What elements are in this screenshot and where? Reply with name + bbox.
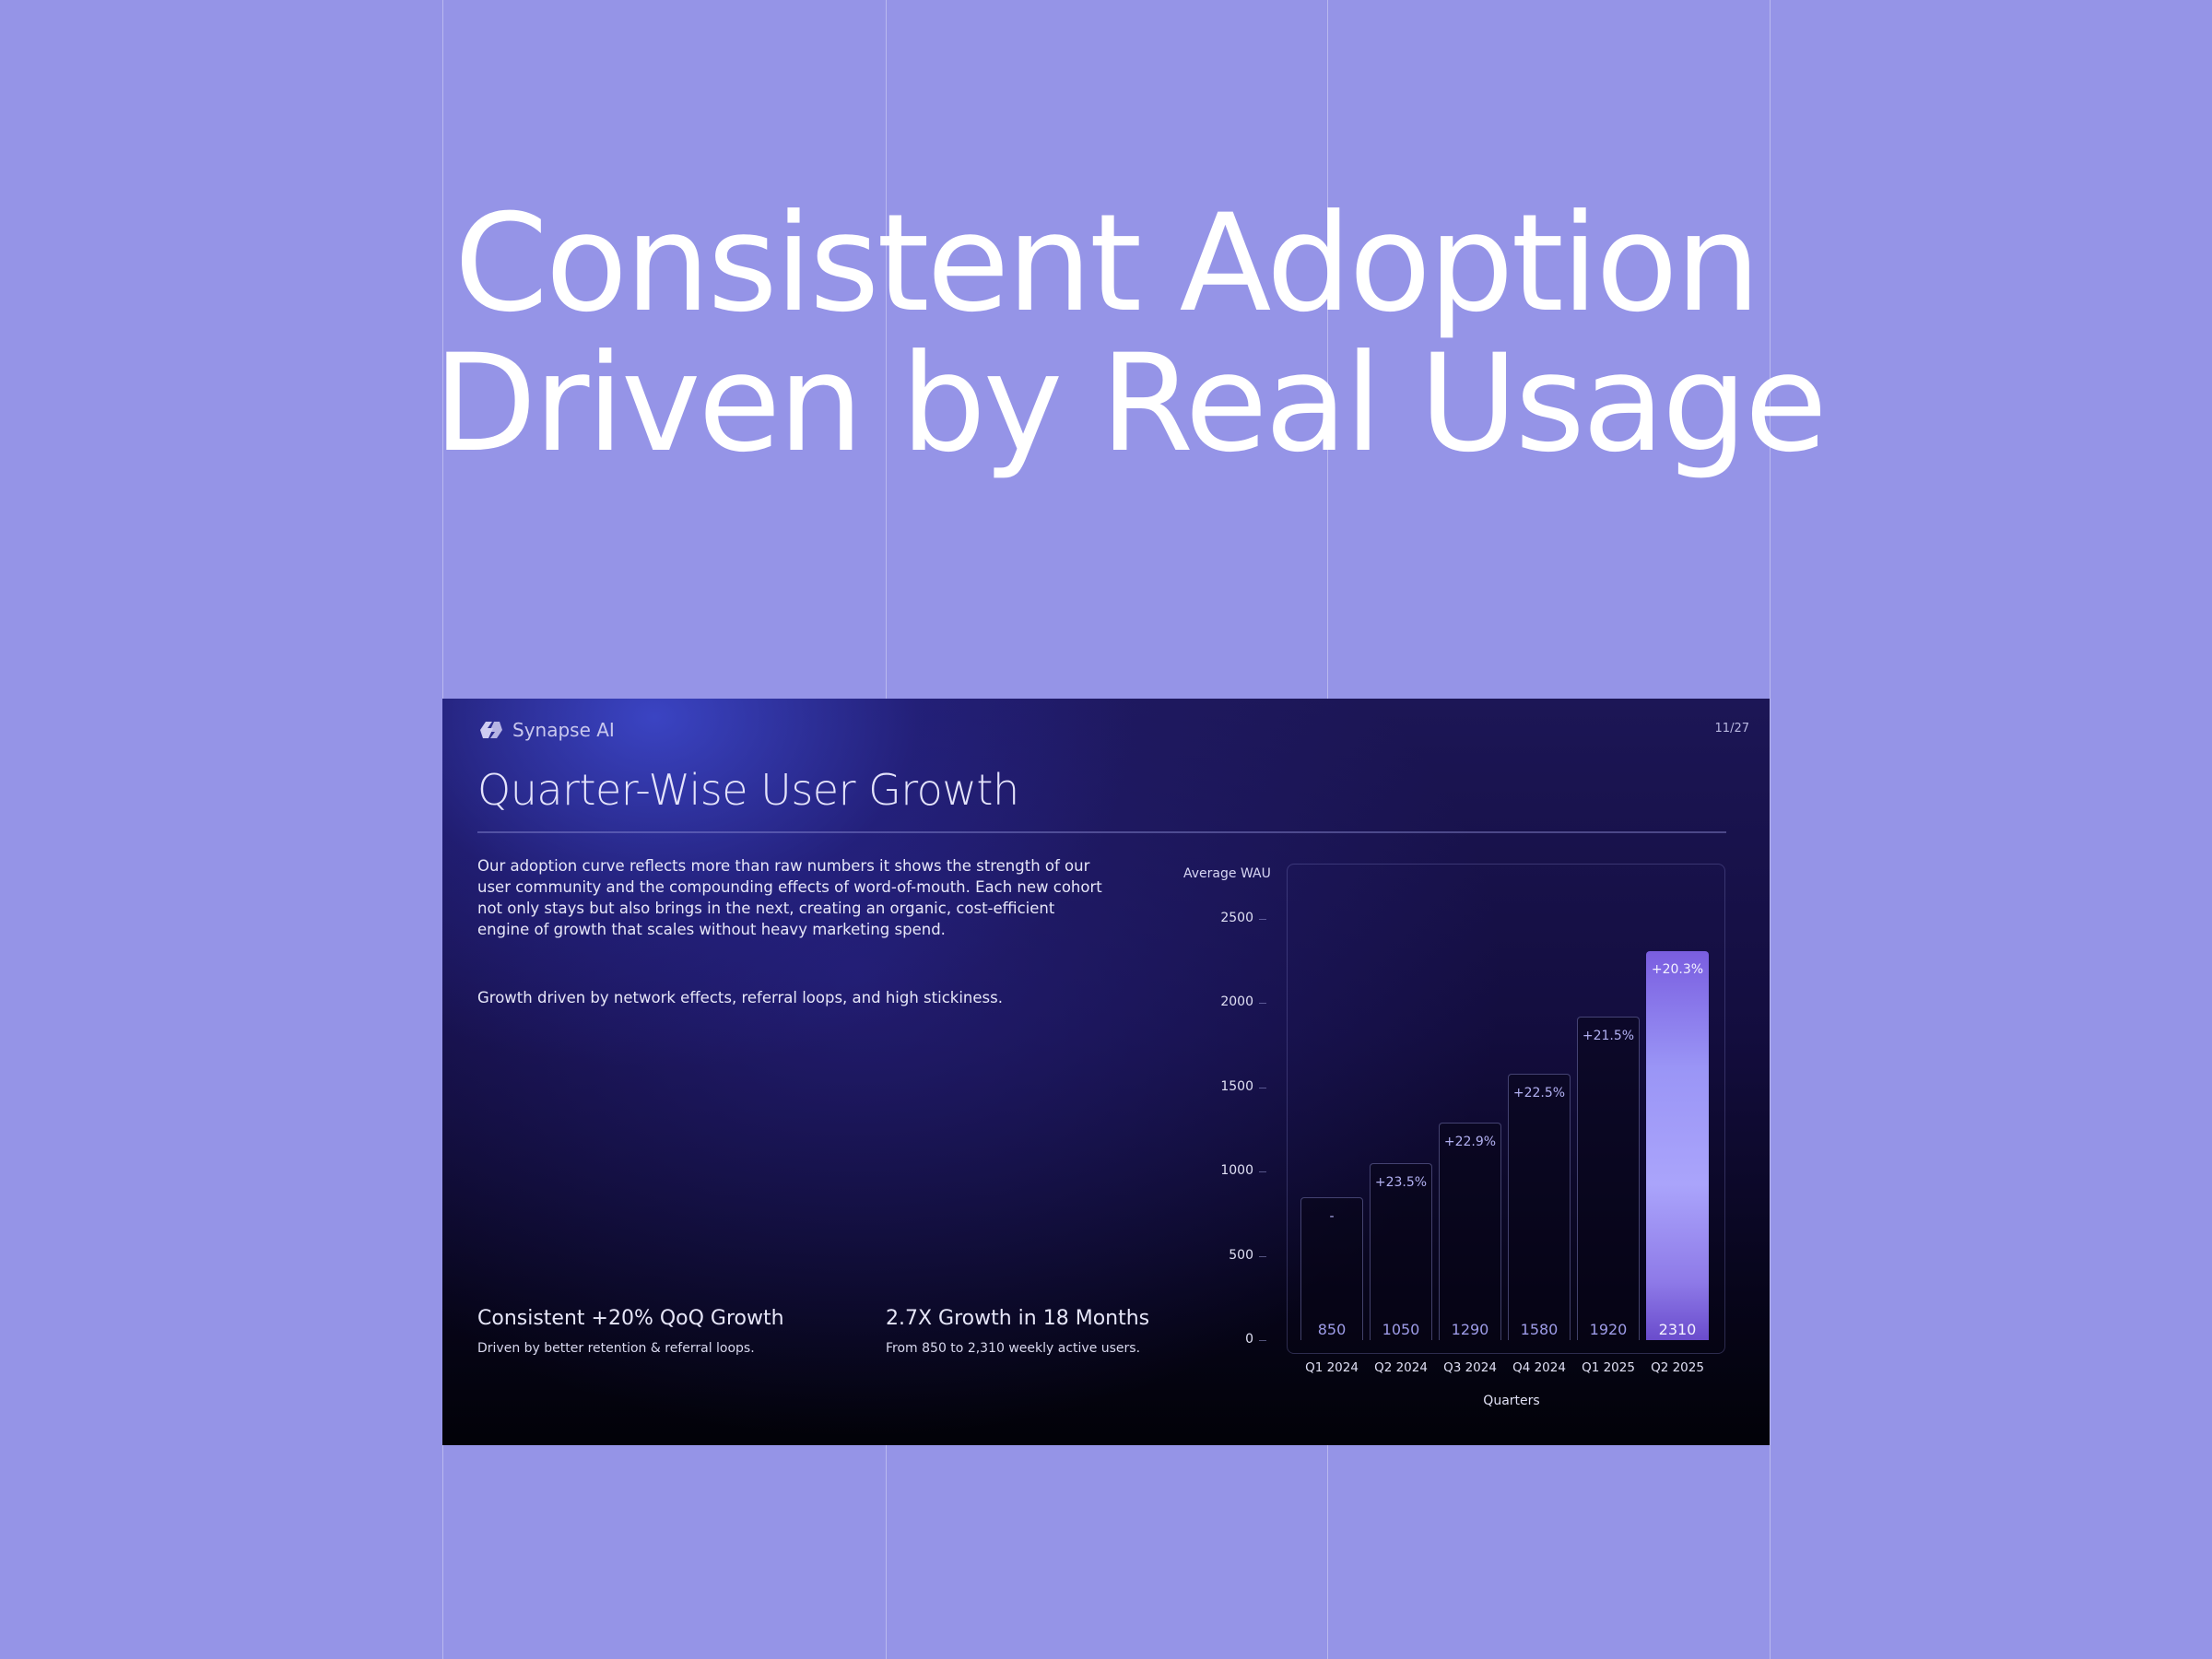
plot-area (1287, 864, 1725, 1354)
synapse-logo-icon (480, 722, 502, 738)
y-tick-mark (1259, 1255, 1266, 1257)
body-paragraph-2: Growth driven by network effects, referr… (477, 989, 1003, 1006)
stat-title: 2.7X Growth in 18 Months (886, 1307, 1150, 1330)
value-label: 1580 (1520, 1320, 1559, 1338)
growth-label: - (1329, 1208, 1335, 1224)
growth-label: +22.9% (1443, 1135, 1497, 1150)
x-tick-label: Q4 2024 (1512, 1360, 1566, 1375)
x-tick-label: Q1 2025 (1582, 1360, 1635, 1375)
hero-line-2: Driven by Real Usage (433, 325, 1828, 482)
growth-label: +23.5% (1374, 1175, 1428, 1191)
stat-growth: 2.7X Growth in 18 Months From 850 to 2,3… (886, 1307, 1149, 1356)
title-divider (477, 831, 1726, 833)
hero-heading: Consistent Adoption Driven by Real Usage (433, 185, 1828, 482)
y-tick-label: 2000 (1220, 994, 1253, 1010)
brand-logo: Synapse AI (477, 719, 615, 741)
slide-title: Quarter-Wise User Growth (477, 765, 1019, 815)
bar-q1-2024: - 850 (1300, 1196, 1363, 1340)
stat-subtitle: Driven by better retention & referral lo… (477, 1341, 755, 1356)
growth-label: +20.3% (1651, 961, 1704, 977)
x-tick-label: Q3 2024 (1443, 1360, 1497, 1375)
bar-q2-2025: +20.3% 2310 (1646, 950, 1709, 1340)
y-tick-label: 1000 (1220, 1163, 1253, 1179)
growth-label: +22.5% (1512, 1086, 1566, 1101)
y-axis-label: Average WAU (1183, 866, 1271, 881)
y-tick-mark (1259, 1171, 1266, 1173)
bar-q1-2025: +21.5% 1920 (1577, 1017, 1640, 1340)
brand-name: Synapse AI (512, 719, 615, 741)
stat-title: Consistent +20% QoQ Growth (477, 1307, 784, 1330)
y-tick-mark (1259, 919, 1266, 920)
hero-line-1: Consistent Adoption (453, 185, 1760, 342)
value-label: 1050 (1382, 1320, 1420, 1338)
bar-q4-2024: +22.5% 1580 (1508, 1074, 1571, 1340)
body-paragraph: Our adoption curve reflects more than ra… (477, 857, 1102, 938)
value-label: 850 (1317, 1320, 1347, 1338)
value-label: 1920 (1589, 1320, 1628, 1338)
page-number: 11/27 (1714, 722, 1749, 735)
bar-q2-2024: +23.5% 1050 (1370, 1163, 1432, 1340)
x-tick-label: Q2 2024 (1374, 1360, 1428, 1375)
x-tick-label: Q2 2025 (1651, 1360, 1704, 1375)
y-tick-label: 500 (1229, 1247, 1253, 1263)
stat-subtitle: From 850 to 2,310 weekly active users. (886, 1341, 1141, 1356)
x-axis-label: Quarters (1483, 1394, 1540, 1408)
y-tick-label: 1500 (1220, 1078, 1253, 1094)
stat-qoq: Consistent +20% QoQ Growth Driven by bet… (477, 1307, 784, 1356)
y-tick-mark (1259, 1003, 1266, 1005)
y-tick-mark (1259, 1340, 1266, 1341)
bar-q3-2024: +22.9% 1290 (1439, 1123, 1501, 1340)
value-label: 2310 (1658, 1320, 1697, 1338)
slide: Synapse AI 11/27 Quarter-Wise User Growt… (442, 699, 1770, 1445)
y-tick-label: 2500 (1220, 911, 1253, 925)
value-label: 1290 (1451, 1320, 1489, 1338)
guide-line (1770, 0, 1771, 1659)
growth-label: +21.5% (1582, 1029, 1635, 1044)
x-tick-label: Q1 2024 (1305, 1360, 1359, 1375)
y-tick-label: 0 (1245, 1332, 1253, 1347)
